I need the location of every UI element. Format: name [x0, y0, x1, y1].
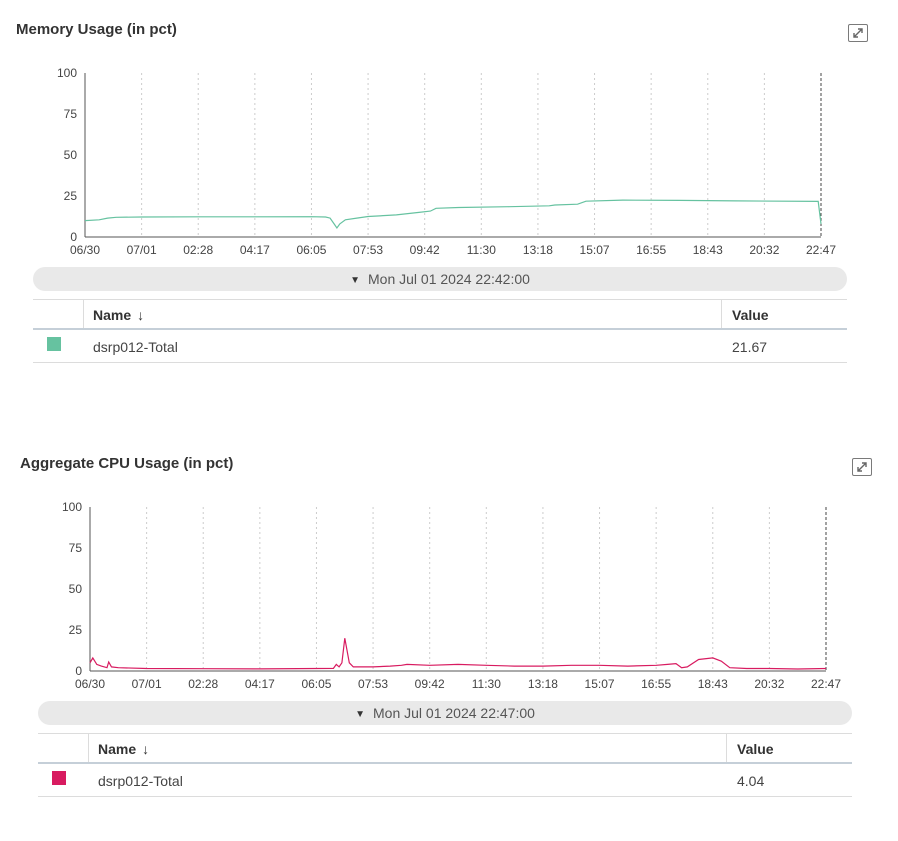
series-color-swatch — [52, 771, 66, 785]
memory-usage-chart: 06/30 07/01 02:28 04:17 06:05 07:53 09:42 11:30… — [57, 66, 836, 257]
table-header: Name ↓ Value — [38, 733, 852, 764]
panel-title: Memory Usage (in pct) — [16, 21, 177, 38]
x-tick-label: 20:32 — [754, 677, 784, 691]
panel-title: Aggregate CPU Usage (in pct) — [20, 455, 234, 472]
y-tick-label: 25 — [69, 623, 83, 637]
x-tick-label: 07/01 — [127, 243, 157, 257]
value-column-header[interactable]: Value — [737, 741, 774, 757]
x-tick-label: 02:28 — [188, 677, 218, 691]
x-tick-label: 16:55 — [636, 243, 666, 257]
x-tick-label: 11:30 — [472, 677, 501, 691]
x-tick-label: 07:53 — [353, 243, 383, 257]
x-tick-label: 11:30 — [467, 243, 496, 257]
y-tick-label: 25 — [64, 189, 78, 203]
series-name: dsrp012-Total — [93, 339, 178, 355]
series-value: 4.04 — [737, 773, 765, 789]
y-tick-label: 75 — [64, 107, 78, 121]
expand-icon — [853, 28, 863, 38]
x-tick-label: 18:43 — [698, 677, 728, 691]
series-value: 21.67 — [732, 339, 768, 355]
table-row[interactable]: dsrp012-Total 21.67 — [33, 330, 847, 363]
y-tick-label: 50 — [64, 148, 78, 162]
x-tick-label: 16:55 — [641, 677, 671, 691]
x-tick-label: 09:42 — [415, 677, 445, 691]
x-tick-label: 06:05 — [301, 677, 331, 691]
x-tick-label: 13:18 — [523, 243, 553, 257]
value-column-header[interactable]: Value — [732, 307, 769, 323]
x-tick-label: 07:53 — [358, 677, 388, 691]
arrow-down-icon: ↓ — [142, 741, 150, 757]
x-tick-label: 06:05 — [296, 243, 326, 257]
name-column-header[interactable]: Name ↓ — [98, 741, 150, 757]
y-tick-label: 0 — [70, 230, 77, 244]
table-header: Name ↓ Value — [33, 299, 847, 330]
x-tick-label: 02:28 — [183, 243, 213, 257]
x-tick-label: 04:17 — [240, 243, 270, 257]
name-column-header[interactable]: Name ↓ — [93, 307, 145, 323]
series-line — [89, 638, 827, 670]
time-selector-bar[interactable]: ▼ Mon Jul 01 2024 22:42:00 — [33, 267, 847, 291]
x-tick-label: 18:43 — [693, 243, 723, 257]
x-tick-label: 07/01 — [132, 677, 162, 691]
x-tick-label: 15:07 — [585, 677, 615, 691]
x-tick-label: 22:47 — [806, 243, 836, 257]
arrow-down-icon: ↓ — [137, 307, 145, 323]
y-tick-label: 50 — [69, 582, 83, 596]
triangle-down-icon: ▼ — [350, 275, 360, 286]
series-line — [84, 199, 822, 230]
table-row[interactable]: dsrp012-Total 4.04 — [38, 764, 852, 797]
series-name: dsrp012-Total — [98, 773, 183, 789]
expand-button[interactable] — [852, 458, 872, 476]
x-tick-label: 13:18 — [528, 677, 558, 691]
time-selector-bar[interactable]: ▼ Mon Jul 01 2024 22:47:00 — [38, 701, 852, 725]
x-tick-label: 04:17 — [245, 677, 275, 691]
series-color-swatch — [47, 337, 61, 351]
x-tick-label: 15:07 — [580, 243, 610, 257]
y-tick-label: 75 — [69, 541, 83, 555]
legend-table: Name ↓ Value dsrp012-Total 4.04 — [38, 733, 852, 797]
x-tick-label: 20:32 — [749, 243, 779, 257]
time-selector-label: Mon Jul 01 2024 22:42:00 — [368, 271, 530, 287]
triangle-down-icon: ▼ — [355, 709, 365, 720]
expand-icon — [857, 462, 867, 472]
x-tick-label: 09:42 — [410, 243, 440, 257]
legend-table: Name ↓ Value dsrp012-Total 21.67 — [33, 299, 847, 363]
y-tick-label: 0 — [75, 664, 82, 678]
y-tick-label: 100 — [57, 66, 77, 80]
cpu-usage-chart: 06/30 07/01 02:28 04:17 06:05 07:53 09:42 11:30… — [62, 500, 841, 691]
x-tick-label: 06/30 — [70, 243, 100, 257]
x-tick-label: 22:47 — [811, 677, 841, 691]
x-tick-label: 06/30 — [75, 677, 105, 691]
expand-button[interactable] — [848, 24, 868, 42]
y-tick-label: 100 — [62, 500, 82, 514]
time-selector-label: Mon Jul 01 2024 22:47:00 — [373, 705, 535, 721]
